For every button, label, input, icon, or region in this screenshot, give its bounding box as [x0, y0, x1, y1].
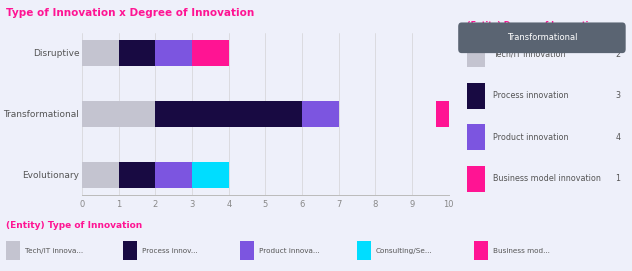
Text: Process innov...: Process innov... — [142, 248, 198, 254]
Bar — [155, 101, 302, 127]
Text: Consulting/Se...: Consulting/Se... — [376, 248, 433, 254]
Bar — [192, 162, 229, 188]
Bar — [192, 40, 229, 66]
Bar — [119, 40, 155, 66]
Text: Tech/IT innovation: Tech/IT innovation — [494, 50, 566, 59]
Text: (Entity) Degree of Innovation:: (Entity) Degree of Innovation: — [466, 21, 602, 30]
Bar — [119, 162, 155, 188]
Bar — [155, 162, 192, 188]
Text: Tech/IT innova...: Tech/IT innova... — [25, 248, 83, 254]
Text: Business mod...: Business mod... — [493, 248, 550, 254]
Bar — [466, 83, 485, 108]
Bar — [82, 162, 119, 188]
Text: 3: 3 — [616, 91, 621, 100]
Text: Transformational: Transformational — [507, 33, 577, 42]
Bar — [82, 40, 119, 66]
Text: Process innovation: Process innovation — [494, 91, 569, 100]
Text: 4: 4 — [616, 133, 621, 142]
Bar — [302, 101, 339, 127]
Bar — [436, 101, 449, 127]
Text: 1: 1 — [616, 174, 621, 183]
FancyBboxPatch shape — [458, 22, 626, 53]
Bar — [466, 166, 485, 192]
Text: Product innovation: Product innovation — [494, 133, 569, 142]
Text: Business model innovation: Business model innovation — [494, 174, 601, 183]
Text: 2: 2 — [616, 50, 621, 59]
Bar — [82, 101, 155, 127]
Bar — [466, 41, 485, 67]
Bar — [155, 40, 192, 66]
Text: Type of Innovation x Degree of Innovation: Type of Innovation x Degree of Innovatio… — [6, 8, 255, 18]
Bar — [466, 124, 485, 150]
Text: Product innova...: Product innova... — [259, 248, 320, 254]
Text: (Entity) Type of Innovation: (Entity) Type of Innovation — [6, 221, 143, 230]
